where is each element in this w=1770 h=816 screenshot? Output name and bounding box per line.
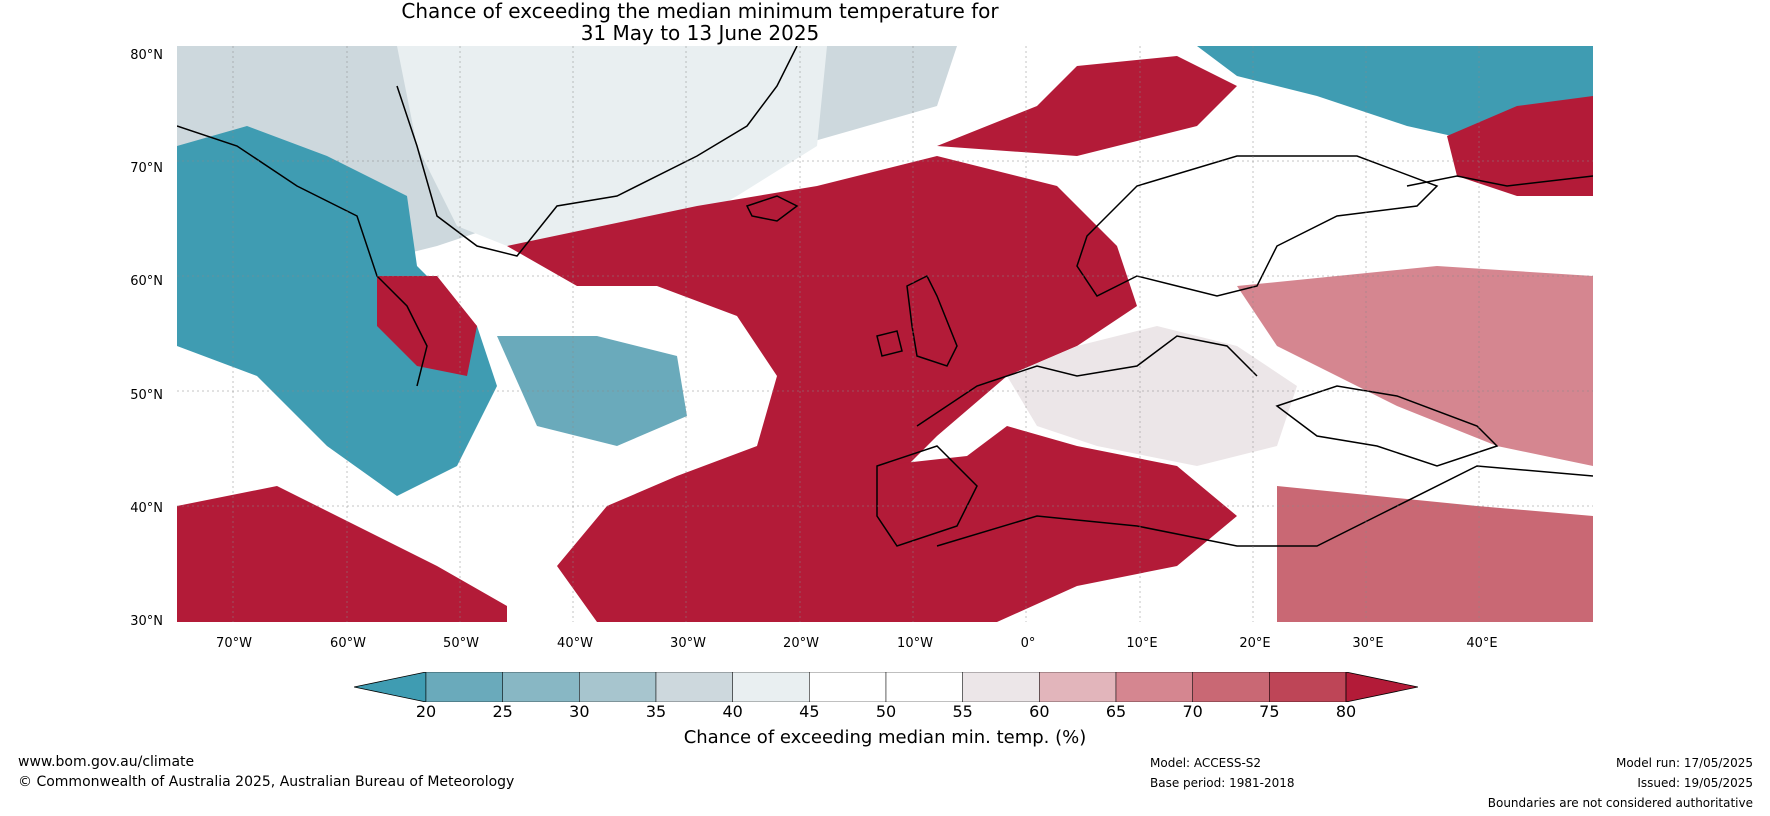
colorbar-segment	[502, 672, 580, 702]
colorbar-segment	[425, 672, 503, 702]
colorbar-segment	[579, 672, 657, 702]
footer-disclaimer: Boundaries are not considered authoritat…	[1487, 796, 1753, 810]
title-line-2: 31 May to 13 June 2025	[580, 21, 820, 45]
colorbar-tick-label: 30	[569, 702, 590, 721]
colorbar-tick-label: 55	[952, 702, 973, 721]
colorbar-tick-label: 60	[1029, 702, 1050, 721]
colorbar-segment	[732, 672, 810, 702]
colorbar-tick-label: 50	[875, 702, 897, 721]
neutral-region-greenland	[397, 46, 827, 266]
footer-base-period: Base period: 1981-2018	[1150, 776, 1295, 790]
lat-label: 40°N	[130, 501, 163, 516]
footer-model: Model: ACCESS-S2	[1150, 756, 1262, 770]
lon-label: 10°E	[1126, 636, 1158, 651]
warm-region-eastern-europe	[1237, 266, 1593, 466]
colorbar-tick-label: 35	[645, 702, 667, 721]
lat-label: 60°N	[130, 274, 163, 289]
colorbar-segment	[1192, 672, 1270, 702]
lat-label: 70°N	[130, 161, 163, 176]
colorbar-tick-label: 20	[415, 702, 437, 721]
probability-map	[177, 46, 1593, 622]
colorbar-extend-low	[354, 672, 427, 702]
footer-copyright: © Commonwealth of Australia 2025, Austra…	[18, 774, 515, 790]
colorbar-label: Chance of exceeding median min. temp. (%…	[683, 727, 1087, 748]
cool-region-labrador	[177, 126, 497, 496]
footer-issued: Issued: 19/05/2025	[1637, 776, 1753, 790]
colorbar-tick-label: 65	[1105, 702, 1127, 721]
colorbar-tick-label: 45	[799, 702, 820, 721]
colorbar-tick-label: 25	[492, 702, 513, 721]
lat-label: 30°N	[130, 614, 163, 629]
warm-region-norwegian-sea	[937, 56, 1237, 156]
map-title: Chance of exceeding the median minimum t…	[0, 0, 1400, 44]
lon-label: 30°W	[670, 636, 706, 651]
lon-label: 0°	[1020, 636, 1036, 651]
colorbar-segment	[1269, 672, 1347, 702]
coastlines	[177, 46, 1593, 547]
warm-region-mid-atlantic	[507, 156, 1137, 622]
lon-label: 50°W	[443, 636, 479, 651]
colorbar-segment	[809, 672, 887, 702]
colorbar-tick-label: 75	[1259, 702, 1280, 721]
colorbar-segment	[1039, 672, 1117, 702]
colorbar-segment	[655, 672, 733, 702]
colorbar	[354, 672, 1418, 702]
title-line-1: Chance of exceeding the median minimum t…	[401, 0, 999, 23]
lon-label: 40°W	[557, 636, 593, 651]
lon-label: 40°E	[1466, 636, 1498, 651]
lat-label: 80°N	[130, 48, 163, 63]
colorbar-tick-label: 80	[1335, 702, 1357, 721]
warm-region-southwest-atlantic	[177, 486, 507, 622]
colorbar-segment	[1115, 672, 1193, 702]
warm-region-north-africa-east	[1277, 486, 1593, 622]
colorbar-tick-label: 70	[1182, 702, 1203, 721]
lon-label: 20°W	[783, 636, 819, 651]
colorbar-extend-high	[1345, 672, 1418, 702]
footer-website: www.bom.gov.au/climate	[18, 754, 195, 770]
lon-label: 20°E	[1239, 636, 1271, 651]
colorbar-segment	[885, 672, 963, 702]
lat-label: 50°N	[130, 388, 163, 403]
graticule	[177, 46, 1593, 622]
lon-label: 10°W	[897, 636, 933, 651]
neutral-region-scandinavia	[1077, 146, 1437, 296]
mild-region-central-europe	[1007, 326, 1297, 466]
colorbar-tick-label: 40	[722, 702, 743, 721]
lon-label: 30°E	[1352, 636, 1384, 651]
footer-model-run: Model run: 17/05/2025	[1615, 756, 1753, 770]
lon-label: 60°W	[330, 636, 366, 651]
lon-label: 70°W	[216, 636, 252, 651]
colorbar-segment	[962, 672, 1040, 702]
warm-region-northwest-russia	[1447, 96, 1593, 196]
